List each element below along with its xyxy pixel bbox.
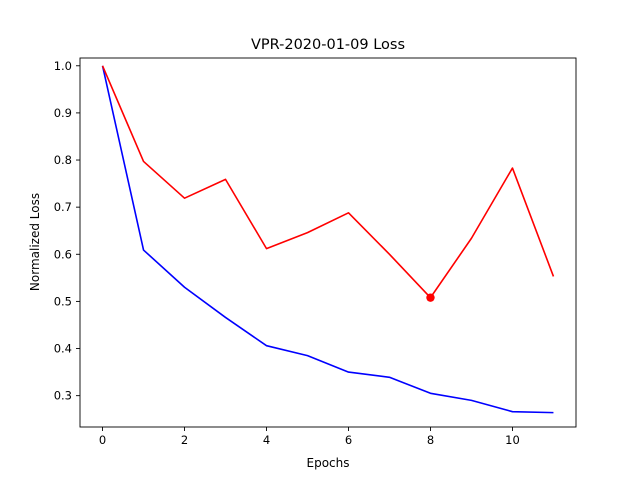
y-tick-label: 0.4 <box>54 342 72 356</box>
x-tick-label: 6 <box>345 433 352 447</box>
y-tick-label: 0.3 <box>54 389 72 403</box>
y-tick-label: 0.8 <box>54 153 72 167</box>
chart-title: VPR-2020-01-09 Loss <box>251 37 405 53</box>
x-axis-label: Epochs <box>307 456 350 470</box>
x-tick-label: 10 <box>505 433 520 447</box>
x-tick-label: 2 <box>181 433 188 447</box>
y-tick-label: 0.7 <box>54 200 72 214</box>
y-axis-label: Normalized Loss <box>28 193 42 291</box>
x-tick-label: 4 <box>263 433 270 447</box>
highlight-marker-1 <box>426 293 435 302</box>
x-tick-label: 8 <box>427 433 434 447</box>
y-tick-label: 0.5 <box>54 294 72 308</box>
series-line-1 <box>101 65 554 414</box>
x-tick-label: 0 <box>99 433 106 447</box>
y-tick-label: 0.6 <box>54 247 72 261</box>
axes-frame <box>79 57 577 428</box>
y-tick-label: 0.9 <box>54 106 72 120</box>
y-tick-label: 1.0 <box>54 59 72 73</box>
axes: 0 2 4 6 8 10 0.3 0.4 0.5 0.6 0.7 0.8 0.9 1.0 <box>54 57 577 447</box>
plot-area <box>101 65 555 414</box>
series-line-2 <box>101 65 555 299</box>
